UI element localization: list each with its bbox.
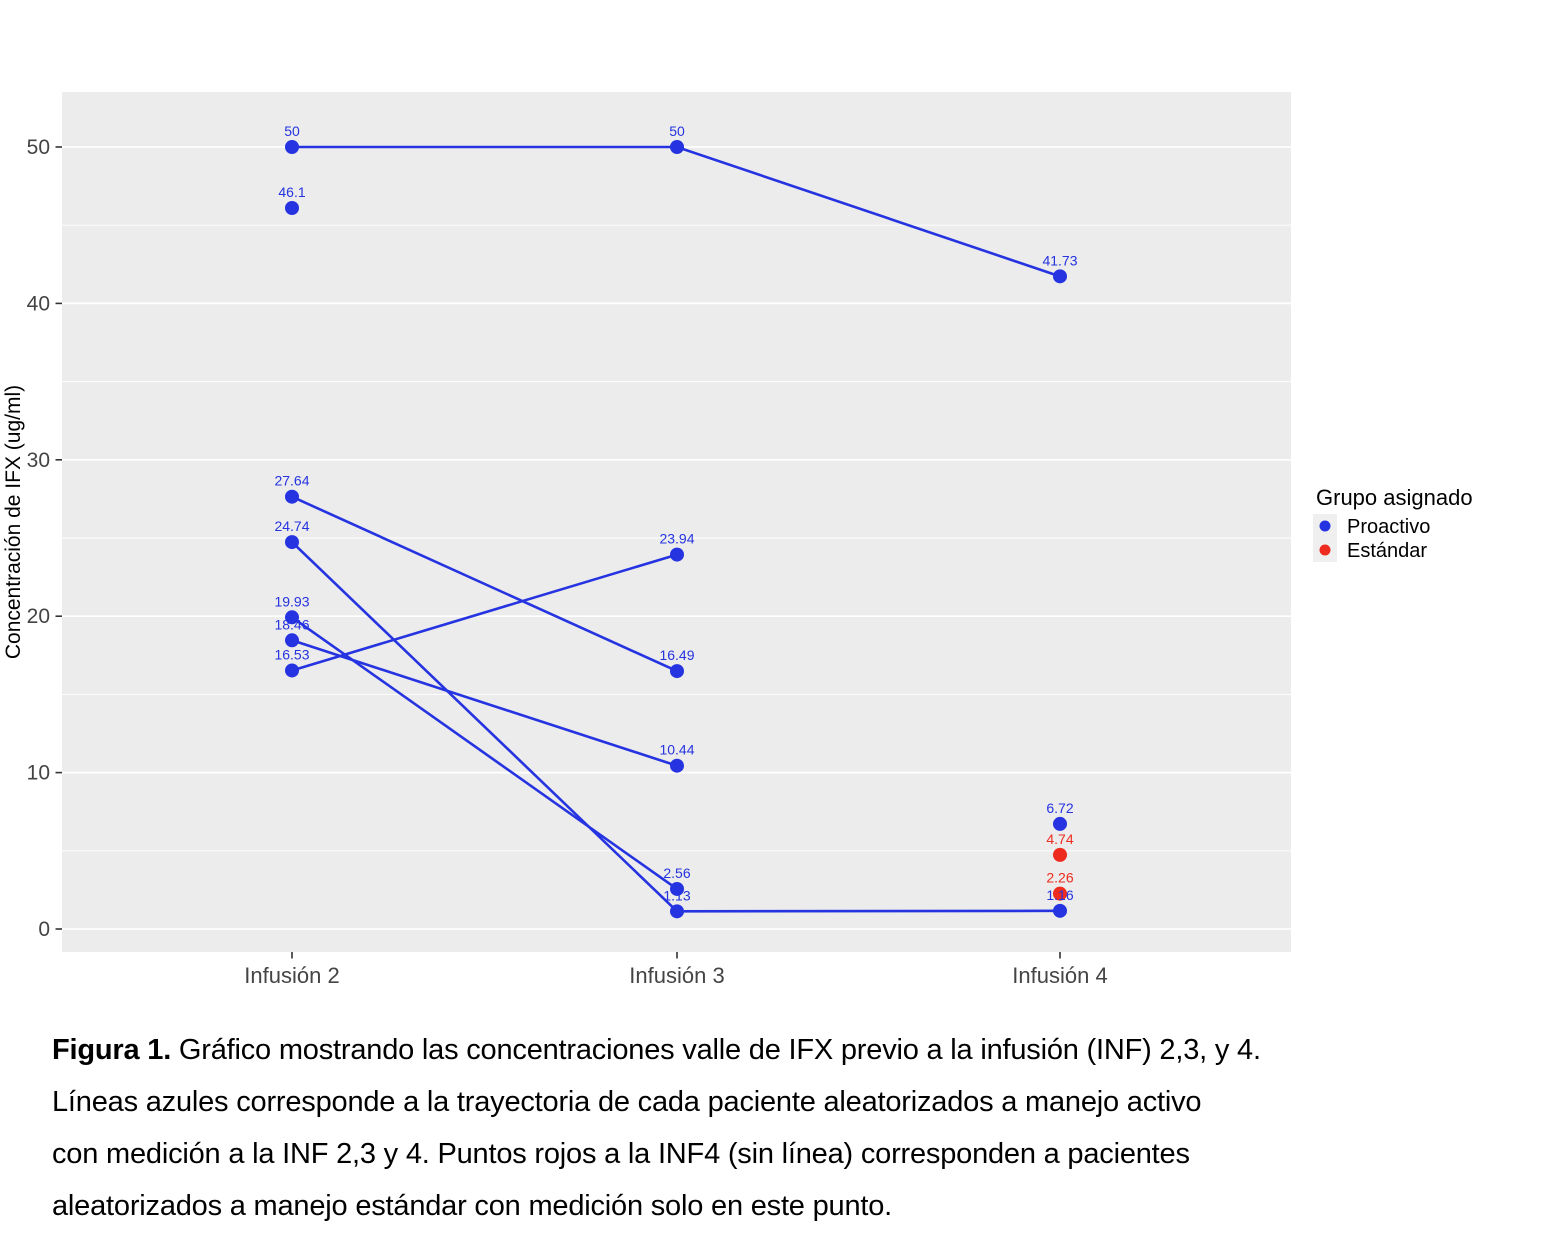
point-value-label: 1.13: [663, 887, 690, 903]
data-point-proactivo: [285, 489, 299, 504]
data-point-proactivo: [285, 610, 299, 625]
caption-line-3: con medición a la INF 2,3 y 4. Puntos ro…: [52, 1138, 1190, 1170]
y-axis-tick-label: 30: [27, 449, 50, 472]
point-value-label: 50: [669, 123, 685, 139]
figure-caption: Figura 1. Gráfico mostrando las concentr…: [52, 1024, 1522, 1232]
x-axis-tick-label: Infusión 4: [1012, 963, 1107, 988]
point-value-label: 10.44: [659, 742, 694, 758]
caption-line1-text: Gráfico mostrando las concentraciones va…: [171, 1034, 1261, 1066]
legend-entry-label: Estándar: [1347, 540, 1427, 562]
data-point-proactivo: [670, 758, 684, 773]
x-axis-tick-label: Infusión 2: [244, 963, 339, 988]
trajectory-line-proactivo: [291, 639, 678, 767]
data-point-proactivo: [285, 663, 299, 678]
point-value-label: 50: [284, 123, 300, 139]
point-value-label: 1.16: [1046, 887, 1073, 903]
data-point-proactivo: [1053, 903, 1067, 918]
x-axis-tick-label: Infusión 3: [629, 963, 724, 988]
data-point-estándar: [1053, 847, 1067, 862]
data-point-estándar: [1053, 886, 1067, 901]
data-point-proactivo: [285, 535, 299, 550]
point-value-label: 41.73: [1042, 252, 1077, 268]
legend-title: Grupo asignado: [1316, 485, 1473, 510]
point-value-label: 27.64: [274, 473, 309, 489]
data-point-proactivo: [670, 547, 684, 562]
point-value-label: 2.26: [1046, 870, 1073, 886]
data-point-proactivo: [670, 140, 684, 154]
data-point-proactivo: [670, 881, 684, 896]
caption-figure-label: Figura 1.: [52, 1034, 172, 1066]
ifx-trough-concentration-chart: 50 50 41.73 46.1 27.64 16.49 24.74 1.13 1.16 19.9…: [2, 92, 1473, 988]
data-point-proactivo: [285, 200, 299, 215]
point-value-label: 16.49: [659, 647, 694, 663]
point-value-label: 4.74: [1046, 831, 1073, 847]
y-axis-tick-label: 40: [27, 292, 50, 315]
data-point-proactivo: [1053, 816, 1067, 831]
legend-key-dot-estándar: [1319, 544, 1331, 556]
trajectory-line-proactivo: [291, 616, 678, 891]
point-value-label: 24.74: [274, 518, 309, 534]
y-axis-title: Concentración de IFX (ug/ml): [2, 385, 25, 659]
data-point-proactivo: [285, 140, 299, 154]
point-value-label: 2.56: [663, 865, 690, 881]
data-point-proactivo: [670, 664, 684, 679]
caption-line-1: Figura 1. Gráfico mostrando las concentr…: [52, 1024, 1522, 1076]
plot-panel: [62, 92, 1291, 952]
point-value-label: 46.1: [278, 184, 305, 200]
y-axis-tick-label: 10: [27, 762, 50, 785]
y-axis-tick-label: 20: [27, 605, 50, 628]
point-value-label: 16.53: [274, 646, 309, 662]
point-value-label: 23.94: [659, 531, 694, 547]
trajectory-line-proactivo: [291, 495, 678, 673]
data-point-proactivo: [1053, 269, 1067, 284]
legend-entry-label: Proactivo: [1347, 516, 1430, 538]
data-point-proactivo: [670, 904, 684, 919]
legend-key-dot-proactivo: [1319, 520, 1331, 532]
point-value-label: 18.46: [274, 616, 309, 632]
trajectory-line-proactivo: [291, 553, 678, 672]
point-value-label: 6.72: [1046, 800, 1073, 816]
caption-line-2: Líneas azules corresponde a la trayector…: [52, 1086, 1202, 1118]
y-axis-tick-label: 50: [27, 136, 50, 159]
y-axis-tick-label: 0: [38, 918, 50, 941]
point-value-label: 19.93: [274, 593, 309, 609]
caption-line-4: aleatorizados a manejo estándar con medi…: [52, 1190, 893, 1222]
data-point-proactivo: [285, 633, 299, 648]
